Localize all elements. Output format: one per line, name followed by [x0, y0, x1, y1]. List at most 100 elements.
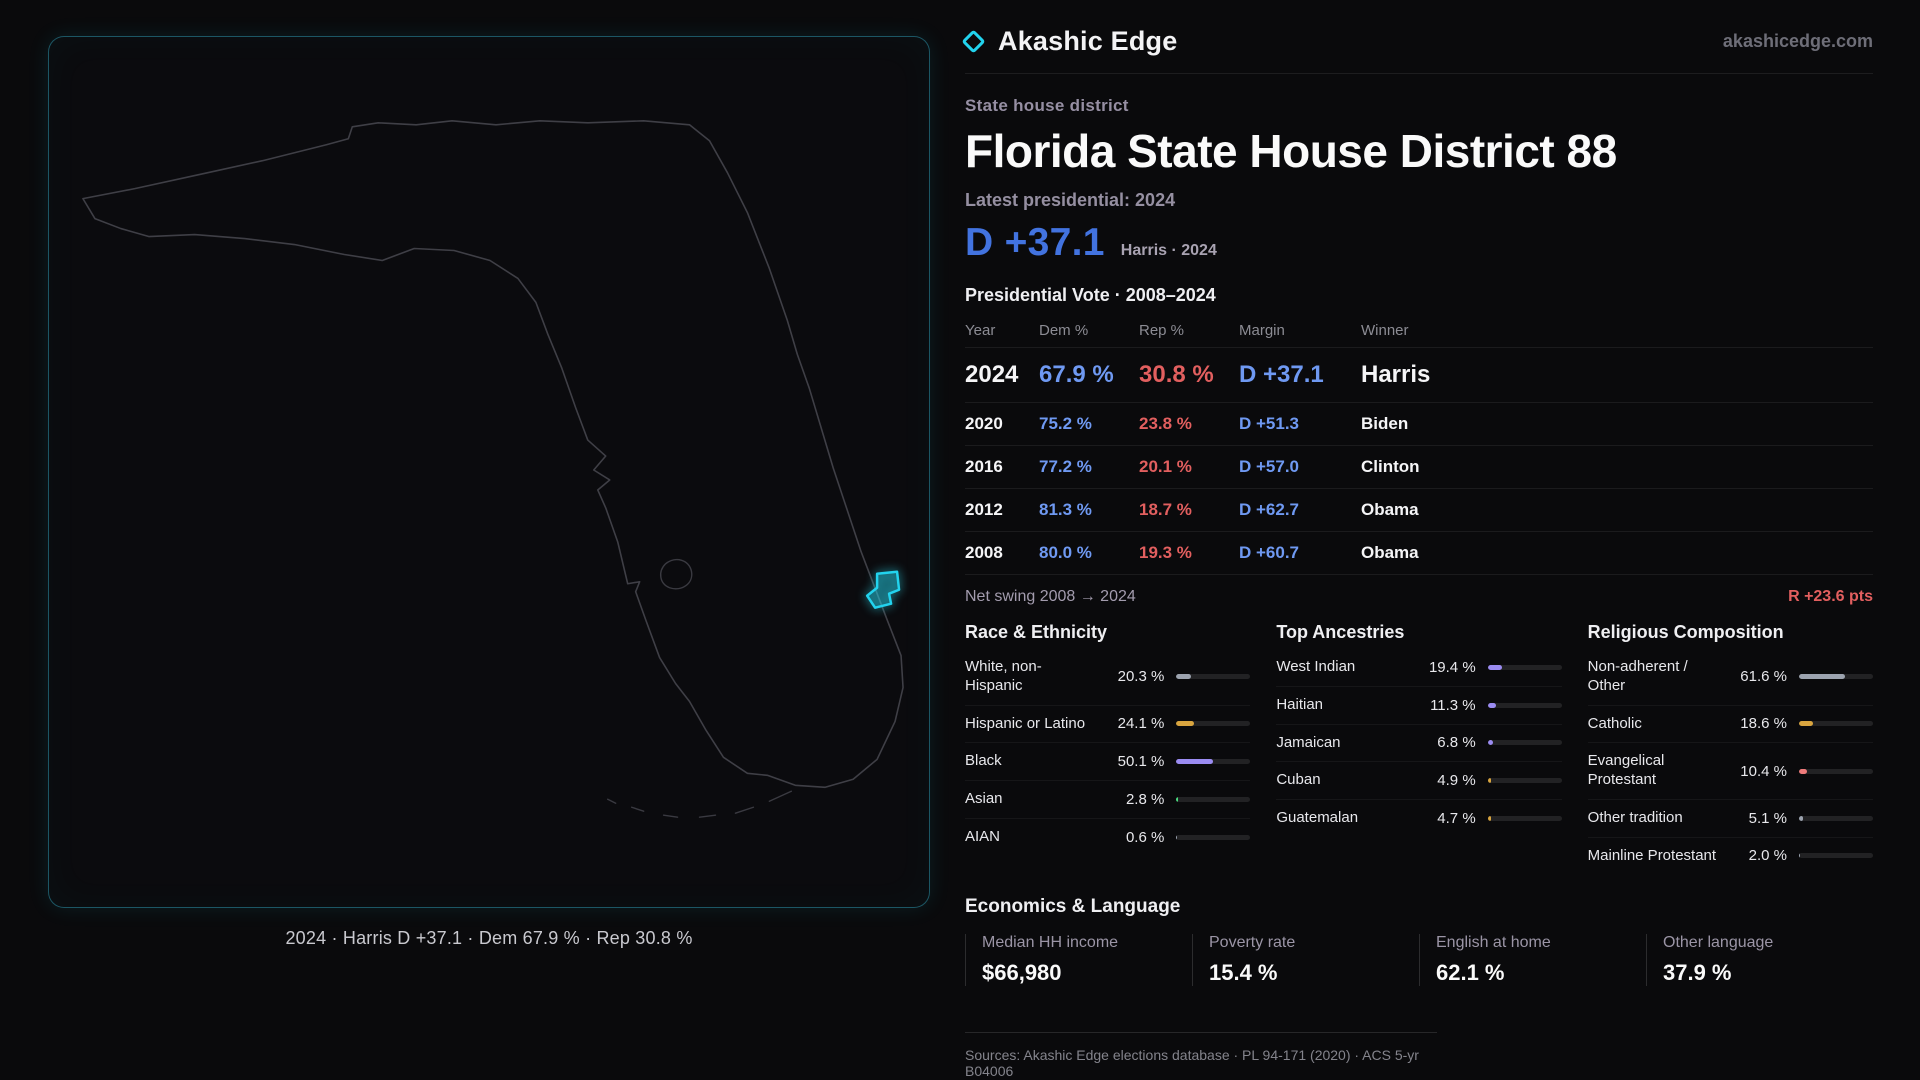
demo-value: 5.1 %	[1748, 809, 1787, 827]
demo-label: Haitian	[1276, 695, 1324, 713]
vote-col-header: Rep %	[1139, 322, 1185, 339]
demo-value: 0.6 %	[1125, 828, 1165, 846]
demo-row: Haitian 11.3 %	[1276, 687, 1562, 725]
vote-rep-pct: 19.3 %	[1139, 543, 1192, 562]
kicker: State house district	[965, 96, 1129, 115]
demo-row: Other tradition 5.1 %	[1587, 800, 1873, 838]
demo-row: West Indian 19.4 %	[1276, 649, 1562, 687]
latest-label: Latest presidential: 2024	[965, 190, 1176, 210]
demo-value: 61.6 %	[1740, 668, 1787, 686]
florida-keys	[607, 790, 793, 818]
stat-value: 15.4 %	[1209, 960, 1278, 986]
demo-bar	[1799, 721, 1873, 727]
vote-winner: Obama	[1361, 543, 1419, 562]
vote-col-header: Year	[965, 322, 996, 339]
vote-dem-pct: 67.9 %	[1039, 361, 1114, 388]
vote-year: 2016	[965, 457, 1003, 476]
site-header: Akashic Edge akashicedge.com	[961, 26, 1873, 74]
demo-value: 4.9 %	[1437, 772, 1476, 790]
stat-label: Median HH income	[982, 934, 1119, 952]
demo-row: Catholic 18.6 %	[1587, 706, 1873, 744]
vote-dem-pct: 77.2 %	[1039, 457, 1092, 476]
demo-value: 6.8 %	[1437, 734, 1476, 752]
demo-column-title: Religious Composition	[1587, 622, 1784, 642]
stat-label: English at home	[1436, 934, 1551, 952]
net-swing-row: Net swing 2008 → 2024 R +23.6 pts	[965, 575, 1873, 622]
demo-value: 18.6 %	[1740, 715, 1787, 733]
vote-dem-pct: 81.3 %	[1039, 500, 1092, 519]
vote-year: 2012	[965, 500, 1003, 519]
demo-row: Guatemalan 4.7 %	[1276, 800, 1562, 837]
demo-column-ancestries: Top Ancestries West Indian 19.4 % Haitian 11…	[1276, 622, 1562, 874]
demo-bar	[1799, 853, 1873, 859]
net-swing-value: R +23.6 pts	[1788, 588, 1873, 605]
demo-value: 2.8 %	[1125, 790, 1165, 808]
vote-row-2024: 2024 67.9 % 30.8 % D +37.1 Harris	[965, 348, 1873, 403]
demo-bar-fill	[1799, 853, 1801, 859]
vote-dem-pct: 80.0 %	[1039, 543, 1092, 562]
demo-value: 24.1 %	[1117, 715, 1165, 733]
demo-bar-fill	[1487, 740, 1493, 746]
demo-value: 20.3 %	[1117, 668, 1165, 686]
demo-bar	[1176, 674, 1251, 680]
demo-label: Non-adherent / Other	[1587, 658, 1688, 694]
site-domain-link[interactable]: akashicedge.com	[1722, 31, 1873, 51]
demo-value: 11.3 %	[1430, 696, 1476, 714]
stat-value: $66,980	[982, 960, 1062, 986]
demo-label: White, non-Hispanic	[965, 658, 1042, 694]
vote-rep-pct: 23.8 %	[1139, 414, 1192, 433]
vote-col-header: Margin	[1239, 322, 1285, 339]
brand-diamond-icon	[961, 29, 986, 54]
economics-title: Economics & Language	[965, 896, 1181, 918]
demo-row: Evangelical Protestant 10.4 %	[1587, 743, 1873, 800]
vote-table: Year Dem % Rep % Margin Winner 2024 67.9 % 30.…	[965, 314, 1873, 575]
stat-card: Other language 37.9 %	[1646, 934, 1873, 987]
vote-rep-pct: 18.7 %	[1139, 500, 1192, 519]
vote-margin: D +60.7	[1239, 543, 1300, 562]
district-report: Akashic Edge akashicedge.com State house…	[961, 26, 1873, 1080]
stat-card: Poverty rate 15.4 %	[1192, 934, 1419, 987]
vote-margin: D +62.7	[1239, 500, 1300, 519]
demo-label: Cuban	[1276, 771, 1321, 789]
demographics-grid: Race & Ethnicity White, non-Hispanic 20.3 …	[965, 622, 1873, 874]
headline-margin: D +37.1	[965, 221, 1105, 264]
demo-bar-fill	[1799, 768, 1807, 774]
vote-winner: Obama	[1361, 500, 1419, 519]
demo-label: Black	[965, 752, 1002, 770]
demo-bar-fill	[1799, 721, 1813, 727]
demo-bar-fill	[1176, 674, 1192, 680]
vote-winner: Biden	[1361, 414, 1409, 433]
demo-label: Asian	[965, 790, 1003, 807]
demo-bar-fill	[1487, 702, 1497, 708]
vote-margin: D +51.3	[1239, 414, 1300, 433]
vote-row-2020: 2020 75.2 % 23.8 % D +51.3 Biden	[965, 403, 1873, 446]
net-swing-label: Net swing 2008 → 2024	[965, 588, 1136, 605]
stat-card: English at home 62.1 %	[1419, 934, 1646, 987]
economics-stats-row: Median HH income $66,980 Poverty rate 15.4 …	[965, 934, 1873, 987]
vote-table-title: Presidential Vote · 2008–2024	[965, 285, 1216, 305]
demo-column-race: Race & Ethnicity White, non-Hispanic 20.3 …	[965, 622, 1251, 874]
demo-bar-fill	[1487, 664, 1502, 670]
demo-bar	[1176, 721, 1251, 727]
vote-row-2016: 2016 77.2 % 20.1 % D +57.0 Clinton	[965, 446, 1873, 489]
demo-row: Black 50.1 %	[965, 743, 1251, 781]
vote-year: 2008	[965, 543, 1003, 562]
demo-bar	[1176, 796, 1251, 802]
district-highlight	[865, 570, 901, 609]
demo-column-religion: Religious Composition Non-adherent / Othe…	[1587, 622, 1873, 874]
brand: Akashic Edge	[961, 26, 1178, 57]
demo-bar	[1487, 815, 1562, 821]
demo-row: Jamaican 6.8 %	[1276, 725, 1562, 763]
stat-label: Other language	[1663, 934, 1774, 952]
demo-row: AIAN 0.6 %	[965, 819, 1251, 856]
demo-bar	[1799, 674, 1873, 680]
demo-bar-fill	[1487, 815, 1492, 821]
demo-bar	[1176, 759, 1251, 765]
demo-row: Hispanic or Latino 24.1 %	[965, 706, 1251, 744]
florida-outline	[82, 120, 904, 789]
headline-margin-caption: Harris · 2024	[1120, 242, 1217, 259]
brand-name: Akashic Edge	[998, 26, 1178, 56]
demo-value: 19.4 %	[1428, 658, 1476, 676]
demo-column-title: Top Ancestries	[1276, 622, 1405, 642]
